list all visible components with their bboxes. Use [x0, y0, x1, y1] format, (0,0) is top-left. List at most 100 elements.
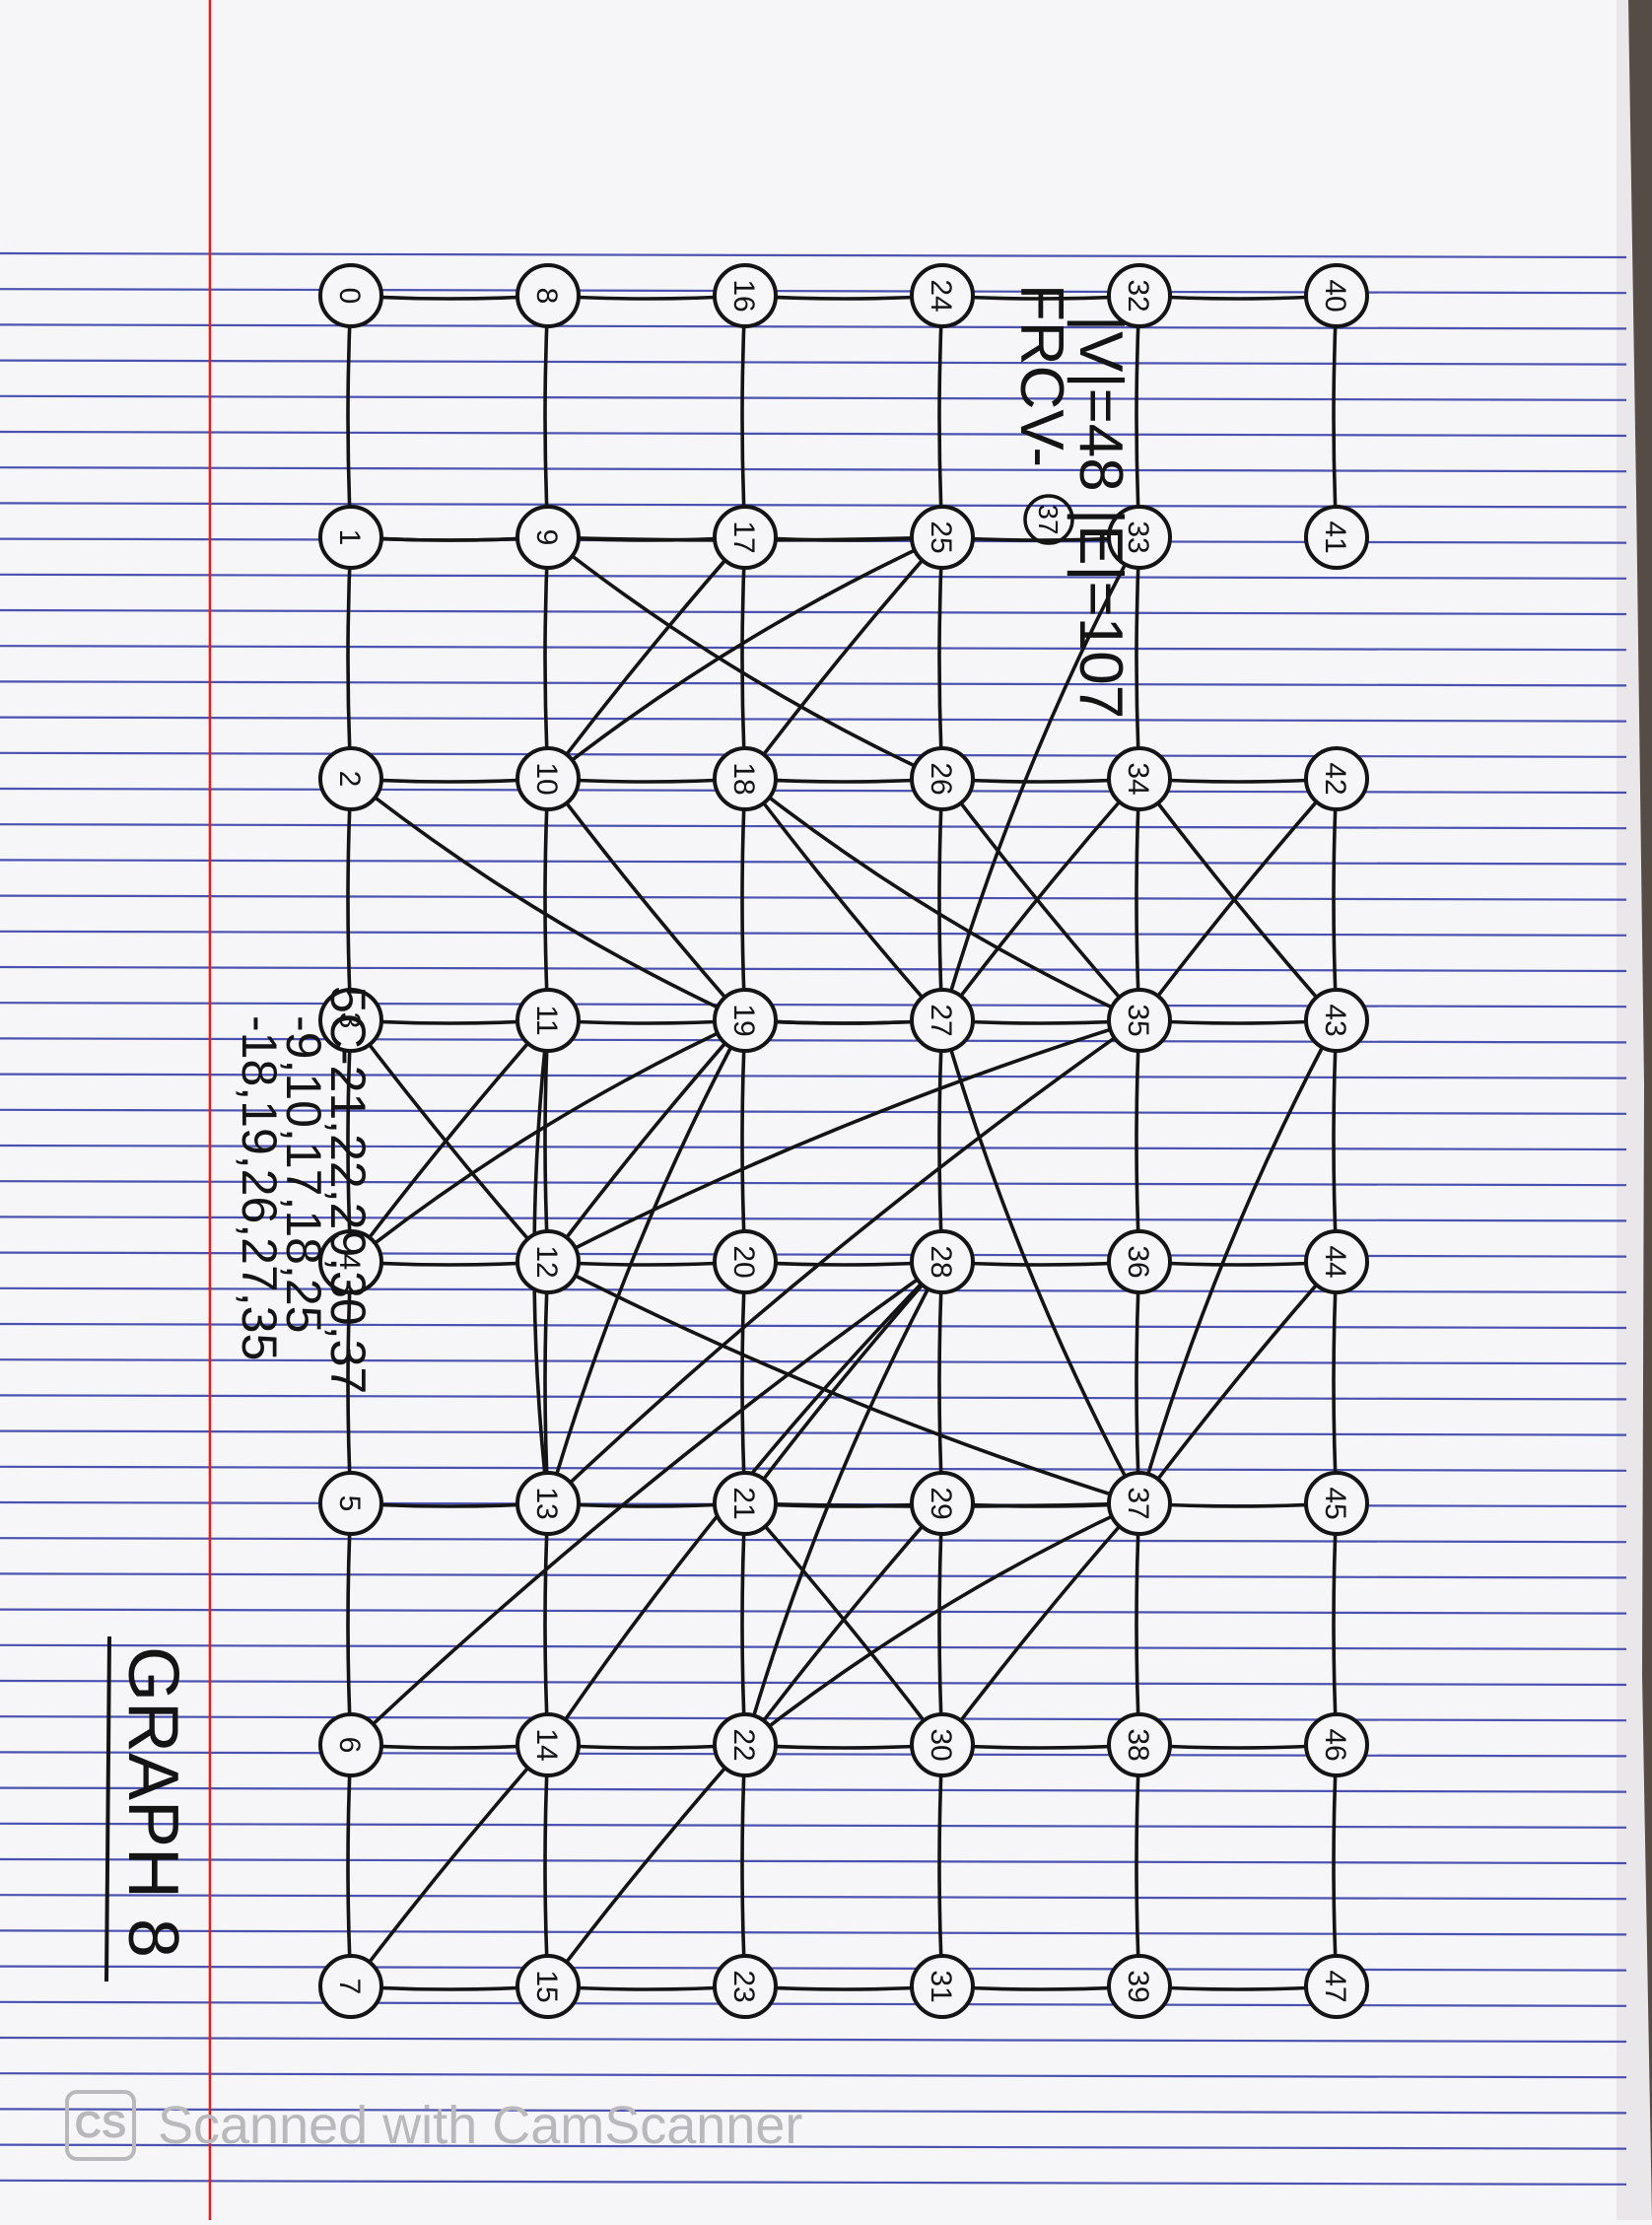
ruled-line: [0, 1572, 1627, 1579]
ruled-line: [0, 1180, 1627, 1187]
node-label: 22: [727, 1728, 760, 1761]
graph-node: 10: [516, 746, 581, 811]
node-label: 12: [530, 1245, 563, 1278]
graph-node: 16: [713, 263, 778, 328]
graph-edge: [546, 1018, 1141, 1505]
graph-edge: [346, 294, 353, 539]
graph-edge: [349, 1743, 550, 1988]
graph-edge: [740, 294, 747, 539]
note-line-1: 5C-21,22,29,30,37: [320, 986, 376, 1394]
node-circle: [318, 505, 383, 570]
ruled-line: [0, 1929, 1627, 1936]
ruled-line: [0, 2143, 1627, 2150]
node-circle: [1107, 1229, 1172, 1294]
graph-edge: [546, 1743, 747, 1988]
node-circle: [1304, 1229, 1369, 1294]
graph-node: 4: [318, 1229, 383, 1294]
graph-edge: [1332, 1018, 1339, 1264]
header-label: FRCV-: [1007, 284, 1075, 467]
graph-node: 46: [1304, 1712, 1369, 1777]
node-label: 1: [333, 529, 366, 546]
node-label: 0: [333, 288, 366, 305]
ruled-line: [0, 1894, 1627, 1901]
graph-edge: [543, 1501, 550, 1747]
graph-edge: [349, 1018, 550, 1264]
graph-edge: [743, 1260, 944, 1505]
graph-edge: [940, 777, 1141, 1022]
graph-edge: [937, 294, 944, 539]
graph-node: 27: [910, 988, 975, 1053]
node-label: 29: [925, 1487, 957, 1519]
node-label: 14: [530, 1728, 563, 1761]
node-circle: [1304, 988, 1369, 1053]
graph-edge: [937, 1501, 944, 1747]
graph-node: 1: [318, 505, 383, 570]
node-label: 28: [925, 1245, 957, 1278]
ruled-line: [0, 1286, 1627, 1293]
node-circle: [516, 746, 581, 811]
graph-node: 24: [910, 263, 975, 328]
graph-edge: [346, 777, 353, 1022]
graph-edge: [1137, 1018, 1339, 1505]
graph-node: 25: [910, 505, 975, 570]
node-circle: [1107, 1954, 1172, 2019]
node-label: 25: [925, 521, 957, 553]
graph-edge: [546, 1260, 1141, 1505]
graph-node: 35: [1107, 988, 1172, 1053]
node-circle: [910, 1229, 975, 1294]
graph-edge: [940, 535, 1141, 1022]
graph-edge: [349, 777, 747, 1022]
graph-edge: [346, 1501, 353, 1747]
node-circle: [1304, 1471, 1369, 1536]
ruled-line: [0, 608, 1627, 616]
graph-edge: [740, 1018, 747, 1264]
ruled-line: [0, 2108, 1627, 2115]
graph-node: 32: [1107, 263, 1172, 328]
graph-edge: [940, 1501, 1141, 1747]
node-circle: [713, 1712, 778, 1777]
ruled-line: [0, 1786, 1627, 1793]
ruled-line: [0, 1679, 1627, 1687]
ruled-line: [0, 716, 1627, 723]
graph-edge: [346, 535, 353, 781]
node-label: 6: [333, 1737, 366, 1754]
graph-node: 22: [713, 1712, 778, 1777]
graph-edge: [937, 535, 944, 781]
graph-node: 23: [713, 1954, 778, 2019]
graph-edge: [1135, 1501, 1141, 1747]
graph-edge: [546, 1018, 747, 1264]
node-label: 45: [1319, 1487, 1351, 1519]
node-label: 19: [727, 1004, 760, 1036]
ruled-line: [0, 394, 1627, 401]
graph-edge: [1332, 1260, 1339, 1505]
graph-edge: [546, 535, 944, 781]
node-label: 18: [727, 762, 760, 795]
ruled-line: [0, 680, 1627, 687]
graph-node: 6: [318, 1712, 383, 1777]
graph-node: 45: [1304, 1471, 1369, 1536]
node-circle: [1304, 263, 1369, 328]
graph-node: 37: [1107, 1471, 1172, 1536]
graph-node: 26: [910, 746, 975, 811]
header-circled-number: 37: [1033, 504, 1064, 534]
graph-node: 34: [1107, 746, 1172, 811]
graph-node: 8: [516, 263, 581, 328]
ruled-line: [0, 894, 1627, 901]
graph-node: 42: [1304, 746, 1369, 811]
node-circle: [910, 505, 975, 570]
node-label: 32: [1122, 279, 1154, 312]
node-label: 46: [1319, 1728, 1351, 1761]
node-circle: [910, 1471, 975, 1536]
ruled-line: [0, 1465, 1627, 1472]
graph-edge: [543, 535, 550, 781]
graph-edge: [743, 1501, 944, 1747]
graph-node: 9: [516, 505, 581, 570]
ruled-line: [0, 502, 1627, 509]
note-line-3: -18,19,26,27,35: [232, 1015, 287, 1360]
graph-edge: [940, 777, 1141, 1022]
ruled-line: [0, 573, 1627, 580]
node-label: 34: [1122, 762, 1154, 795]
ruled-line: [0, 359, 1627, 366]
